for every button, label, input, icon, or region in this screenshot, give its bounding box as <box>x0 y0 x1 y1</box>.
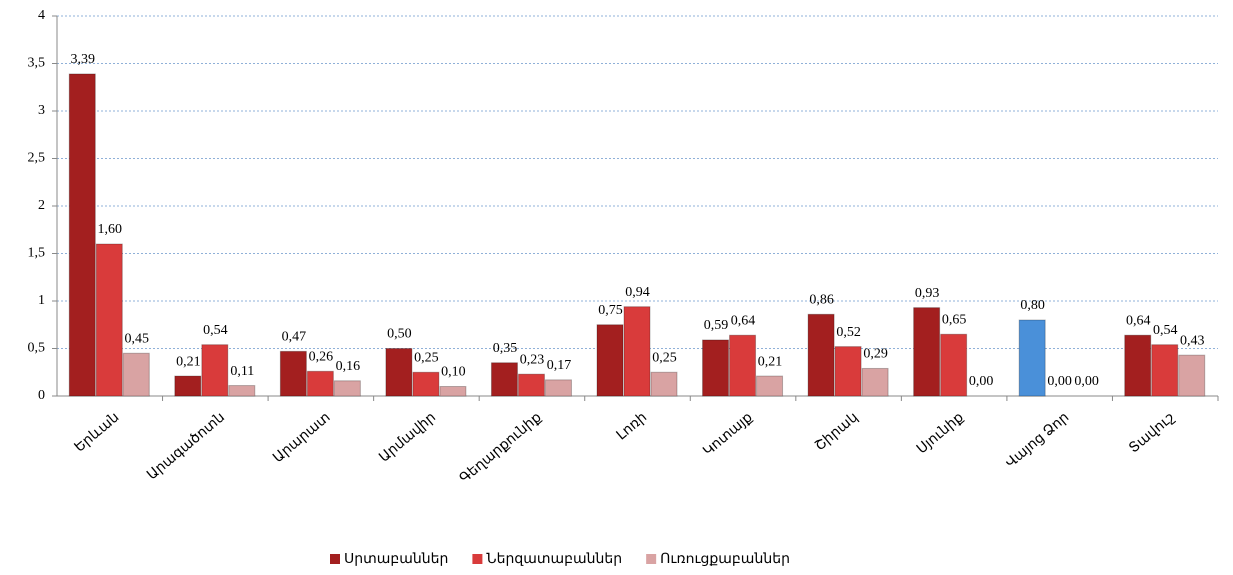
bar <box>228 385 256 397</box>
y-tick-label: 2 <box>38 198 45 213</box>
data-label: 0,80 <box>1020 298 1045 313</box>
legend-label: Ներզատաբաններ <box>486 552 622 567</box>
bar <box>306 370 334 397</box>
bar <box>385 348 413 397</box>
bar <box>412 371 440 397</box>
data-label: 0,35 <box>493 341 518 356</box>
bar <box>68 73 96 397</box>
bar <box>650 371 678 397</box>
x-tick-label: Երևան <box>72 410 122 456</box>
bar <box>861 367 889 397</box>
data-label: 0,59 <box>704 318 729 333</box>
bar <box>544 379 572 397</box>
legend-swatch <box>472 554 483 564</box>
data-label: 0,21 <box>176 354 201 369</box>
data-label: 0,93 <box>915 286 940 301</box>
bar <box>702 339 730 397</box>
bar <box>913 307 941 397</box>
legend: Սրտաբաններ Ներզատաբաններ Ուռուցքաբաններ <box>330 552 790 567</box>
bar <box>807 313 835 397</box>
y-tick-label: 1,5 <box>28 246 46 261</box>
data-label: 0,23 <box>520 352 545 367</box>
data-label: 0,64 <box>1126 313 1151 328</box>
x-tick-label: Կոտայք <box>701 410 756 460</box>
bar <box>174 375 202 397</box>
data-label: 0,65 <box>942 312 967 327</box>
data-label: 0,25 <box>414 350 439 365</box>
bar <box>729 334 757 397</box>
data-label: 0,00 <box>969 374 994 389</box>
y-tick-label: 4 <box>38 8 45 23</box>
y-tick-label: 1 <box>38 293 45 308</box>
bar <box>1151 344 1179 397</box>
bar <box>122 352 150 397</box>
y-tick-label: 3,5 <box>28 56 46 71</box>
data-label: 0,25 <box>652 350 677 365</box>
bar <box>333 380 361 397</box>
data-label: 0,17 <box>547 358 572 373</box>
data-label: 0,50 <box>387 327 412 342</box>
x-tick-label: Արմավիր <box>377 410 439 466</box>
data-label: 0,54 <box>203 323 228 338</box>
data-label: 0,47 <box>282 330 307 345</box>
x-tick-label: Լոռի <box>614 410 650 444</box>
legend-swatch <box>646 554 657 564</box>
data-label: 0,94 <box>625 285 650 300</box>
x-tick-label: Գեղարքունիք <box>457 410 544 487</box>
y-tick-label: 2,5 <box>28 151 46 166</box>
bar <box>756 375 784 397</box>
y-tick-label: 0,5 <box>28 341 46 356</box>
bar <box>201 344 229 397</box>
data-label: 0,10 <box>441 365 466 380</box>
x-tick-label: Վայոց Ձոր <box>1003 410 1072 471</box>
data-label: 0,75 <box>598 303 623 318</box>
legend-label: Ուռուցքաբաններ <box>660 552 790 567</box>
bar <box>279 350 307 397</box>
data-label: 0,21 <box>758 354 783 369</box>
bar <box>439 386 467 397</box>
data-label: 0,45 <box>125 331 150 346</box>
data-label: 0,16 <box>336 359 361 374</box>
data-label: 0,64 <box>731 313 756 328</box>
legend-label: Սրտաբաններ <box>344 552 448 567</box>
data-label: 0,52 <box>836 325 861 340</box>
bar <box>490 362 518 397</box>
bar <box>623 306 651 397</box>
bar <box>95 243 123 397</box>
legend-swatch <box>330 554 340 564</box>
y-tick-label: 3 <box>38 103 45 118</box>
bar <box>1178 354 1206 397</box>
bar <box>1124 334 1152 397</box>
data-label: 0,00 <box>1047 374 1072 389</box>
data-label: 0,54 <box>1153 323 1178 338</box>
data-label: 0,00 <box>1074 374 1099 389</box>
x-tick-label: Սյունիք <box>914 410 966 457</box>
data-label: 3,39 <box>71 52 96 67</box>
bar <box>834 346 862 397</box>
data-label: 1,60 <box>98 222 123 237</box>
data-label: 0,43 <box>1180 333 1205 348</box>
x-tick-label: Տավուշ <box>1127 410 1178 456</box>
bar <box>517 373 545 397</box>
data-label: 0,29 <box>863 347 888 362</box>
bar <box>596 324 624 397</box>
data-label: 0,86 <box>809 293 834 308</box>
bar <box>940 333 968 397</box>
x-tick-label: Արագածոտն <box>145 410 228 483</box>
x-tick-label: Շիրակ <box>813 410 862 454</box>
bar <box>1018 319 1046 397</box>
y-tick-label: 0 <box>38 388 45 403</box>
x-tick-label: Արարատ <box>271 410 334 466</box>
data-label: 0,11 <box>230 364 254 379</box>
data-label: 0,26 <box>309 350 334 365</box>
